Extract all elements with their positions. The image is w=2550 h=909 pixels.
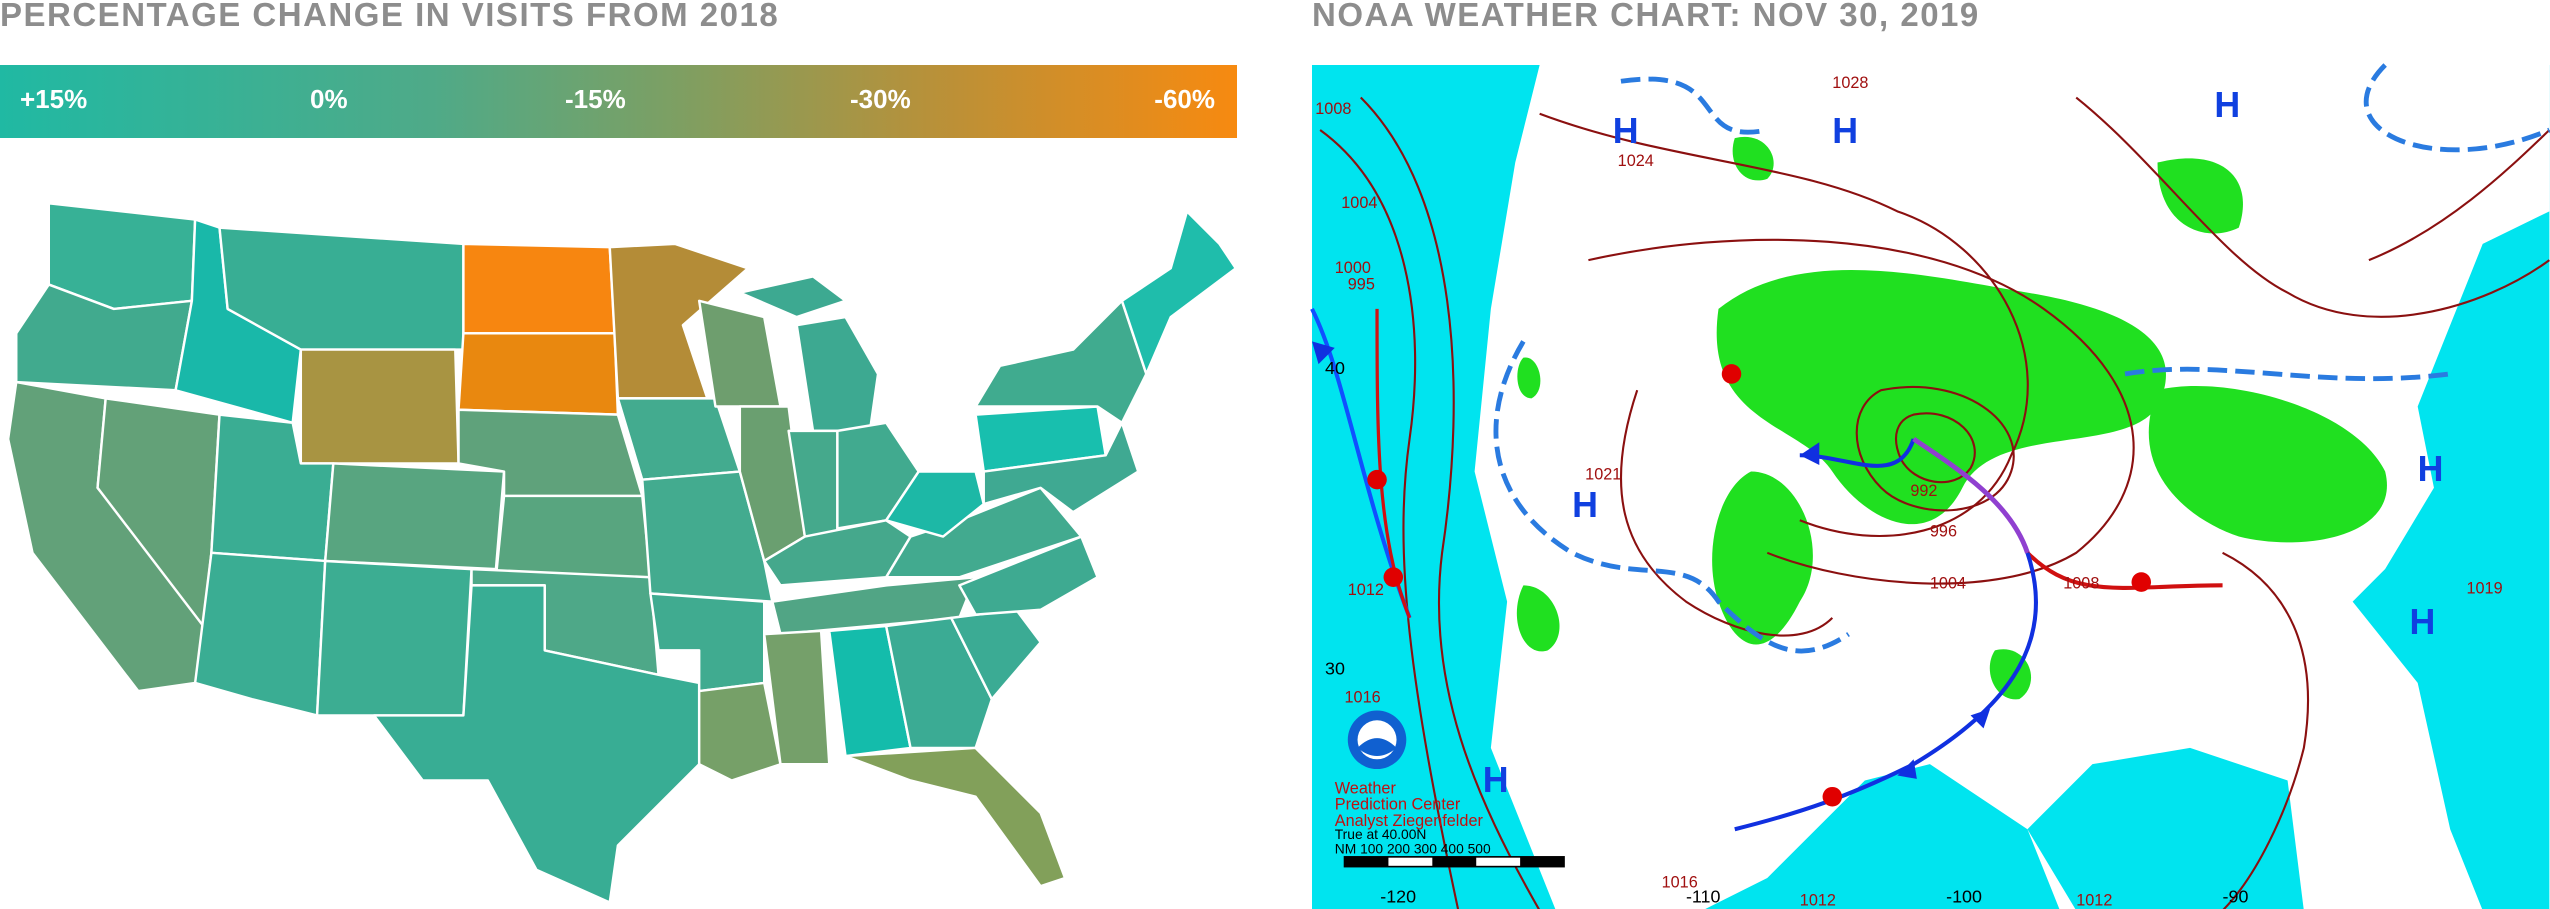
us-map [6, 202, 1237, 904]
pressure-label: 1021 [1585, 466, 1621, 484]
state [763, 629, 831, 766]
longitude-label: -120 [1380, 886, 1416, 906]
state [795, 315, 880, 433]
high-pressure: H [1483, 760, 1509, 800]
state [457, 332, 620, 416]
pressure-label: 1004 [1930, 575, 1966, 593]
high-pressure: H [1832, 111, 1858, 151]
state [844, 746, 1067, 888]
pressure-label: 1008 [1315, 100, 1351, 118]
legend-label: -15% [565, 84, 626, 114]
pressure-label: 1012 [1348, 581, 1384, 599]
state [616, 397, 742, 481]
state [974, 299, 1148, 424]
credit: Weather [1335, 779, 1397, 797]
credit: Prediction Center [1335, 796, 1461, 814]
legend-label: 0% [310, 84, 348, 114]
high-pressure: H [2410, 602, 2436, 642]
legend-label: -60% [1154, 84, 1215, 114]
state [299, 348, 460, 465]
pressure-label: 995 [1348, 275, 1375, 293]
credit: Analyst Ziegenfelder [1335, 812, 1484, 830]
state [884, 616, 994, 750]
high-pressure: H [1613, 111, 1639, 151]
pressure-label: 1016 [1345, 688, 1381, 706]
legend-label: +15% [20, 84, 87, 114]
pressure-label: 1004 [1341, 194, 1377, 212]
high-pressure: H [2214, 85, 2240, 125]
pressure-label: 1012 [2076, 892, 2112, 909]
state [884, 470, 985, 538]
right-title: NOAA WEATHER CHART: NOV 30, 2019 [1312, 0, 1980, 33]
state [982, 421, 1140, 514]
state [315, 559, 473, 717]
longitude-label: -110 [1686, 886, 1721, 906]
state [193, 551, 327, 717]
pressure-label: 1016 [1662, 874, 1698, 892]
longitude-label: -100 [1946, 886, 1982, 906]
state [494, 494, 652, 579]
left-title: PERCENTAGE CHANGE IN VISITS FROM 2018 [0, 0, 779, 33]
state [1120, 210, 1237, 376]
pressure-label: 1028 [1832, 74, 1868, 92]
state [462, 242, 616, 335]
state [697, 681, 782, 782]
state [323, 462, 506, 571]
latitude-label: 30 [1325, 659, 1345, 679]
latitude-label: 40 [1325, 358, 1345, 378]
pressure-label: 992 [1910, 482, 1937, 500]
scale-caption: True at 40.00N [1335, 826, 1427, 842]
pressure-label: 1024 [1618, 152, 1654, 170]
high-pressure: H [1572, 485, 1598, 525]
high-pressure: H [2418, 449, 2444, 489]
state [372, 584, 701, 904]
legend-bar [0, 65, 1237, 138]
legend-label: -30% [850, 84, 911, 114]
scale-units: NM 100 200 300 400 500 [1335, 841, 1491, 857]
state [697, 299, 782, 408]
state [738, 275, 847, 319]
pressure-label: 1008 [2063, 575, 2099, 593]
longitude-label: -90 [2223, 886, 2249, 906]
pressure-label: 1000 [1335, 259, 1371, 277]
pressure-label: 1019 [2466, 579, 2502, 597]
state [641, 470, 774, 603]
pressure-label: 996 [1930, 523, 1957, 541]
pressure-label: 1012 [1800, 892, 1836, 909]
state [958, 535, 1099, 616]
